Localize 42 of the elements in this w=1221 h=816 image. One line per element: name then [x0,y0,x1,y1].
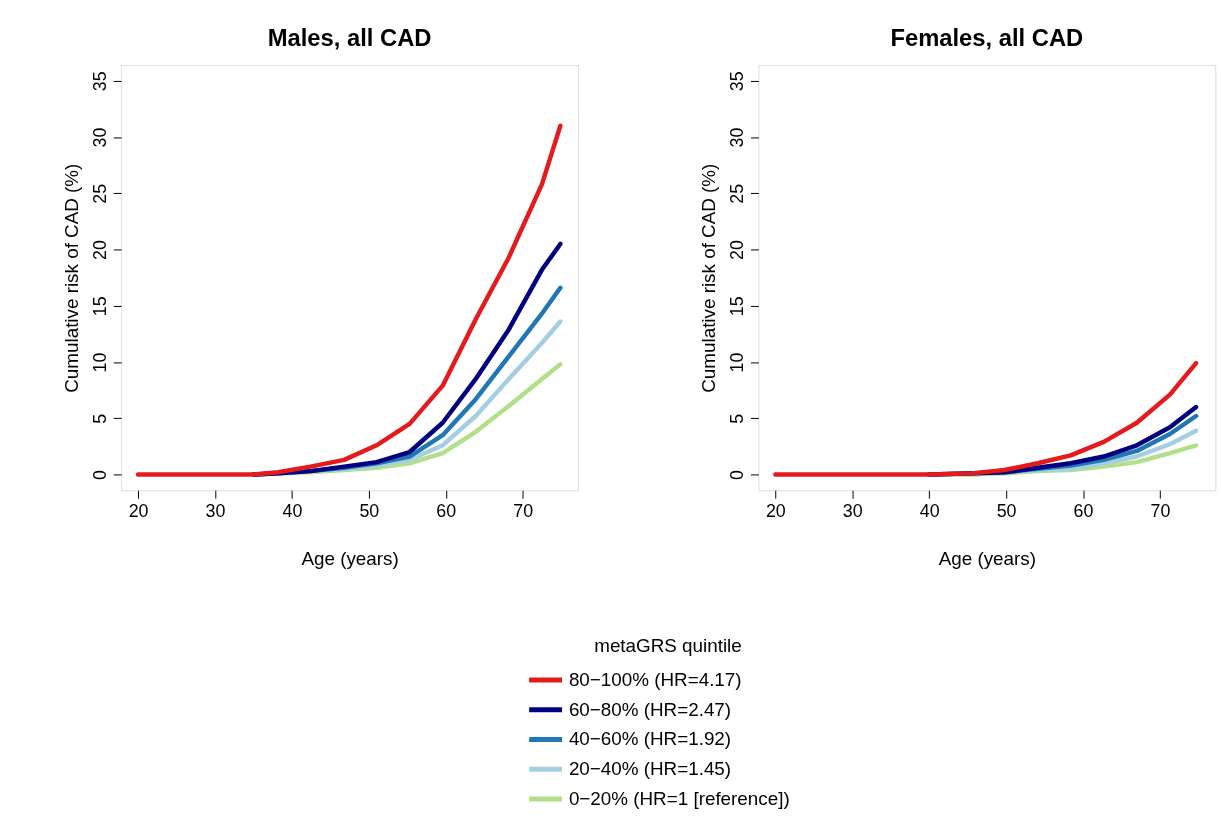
x-axis-title: Age (years) [938,548,1037,570]
x-tick-label: 30 [205,500,226,521]
y-tick-label: 35 [727,71,748,92]
x-tick-label: 70 [1150,500,1171,521]
legend-label: 0−20% (HR=1 [reference]) [568,787,790,809]
x-tick-label: 20 [765,500,786,521]
y-tick-label: 30 [89,127,110,148]
legend-title: metaGRS quintile [594,634,742,656]
chart-title: Males, all CAD [267,24,432,52]
y-tick-label: 15 [89,296,110,317]
y-tick-label: 15 [727,296,748,317]
y-tick-label: 5 [89,413,110,424]
x-tick-label: 50 [359,500,380,521]
y-tick-label: 20 [89,240,110,260]
y-tick-label: 30 [727,127,748,148]
y-axis-title: Cumulative risk of CAD (%) [698,163,720,393]
y-tick-label: 10 [89,352,110,373]
chart-title: Females, all CAD [890,24,1084,52]
y-tick-label: 0 [89,469,110,480]
y-tick-label: 25 [727,183,748,204]
legend-label: 80−100% (HR=4.17) [568,669,742,690]
line-series [135,123,563,477]
x-tick-label: 50 [996,500,1017,521]
x-tick-label: 40 [282,500,303,521]
line-series [773,360,1199,477]
x-axis-title: Age (years) [301,548,399,570]
legend-label: 60−80% (HR=2.47) [568,698,732,720]
x-tick-label: 20 [128,500,149,521]
y-tick-label: 25 [89,183,110,204]
y-tick-label: 0 [727,469,748,480]
y-tick-label: 20 [727,240,748,260]
x-tick-label: 60 [436,500,457,521]
y-tick-label: 5 [727,413,748,424]
x-tick-label: 70 [513,500,534,521]
y-tick-label: 10 [727,352,748,373]
x-tick-label: 30 [842,500,863,521]
legend-label: 20−40% (HR=1.45) [568,758,732,780]
x-tick-label: 40 [919,500,940,521]
x-tick-label: 60 [1073,500,1094,521]
y-axis-title: Cumulative risk of CAD (%) [61,163,83,393]
y-tick-label: 35 [89,71,110,92]
legend-label: 40−60% (HR=1.92) [568,728,732,750]
